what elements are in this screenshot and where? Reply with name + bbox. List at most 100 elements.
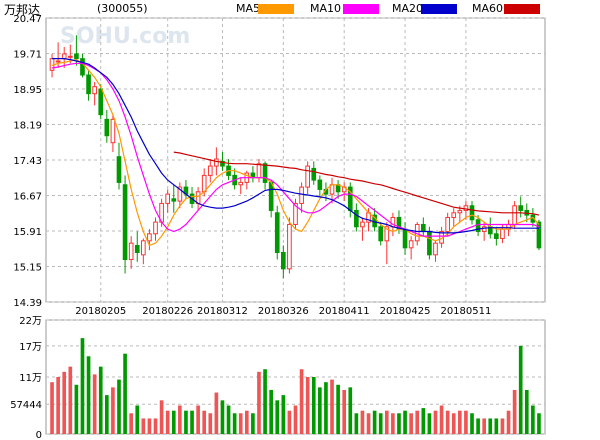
candle-body <box>317 179 323 190</box>
volume-tick-label: 57444 <box>10 400 42 411</box>
volume-bar <box>257 371 261 434</box>
candle-body <box>536 221 542 249</box>
candle-body <box>104 118 110 137</box>
price-tick-label: 15.15 <box>13 263 42 274</box>
volume-bar <box>421 408 426 434</box>
volume-bar <box>226 405 231 434</box>
candle-body <box>433 242 438 256</box>
volume-bar <box>196 405 200 434</box>
candle-body <box>378 226 384 242</box>
candle-body <box>408 240 414 249</box>
watermark: SOHU.com <box>60 24 190 49</box>
volume-bar <box>159 400 164 434</box>
volume-bar <box>427 413 432 434</box>
volume-bar <box>214 392 219 434</box>
candle-body <box>147 233 152 242</box>
candle-body <box>110 118 116 144</box>
price-tick-label: 19.71 <box>13 50 42 61</box>
candle-body <box>494 233 499 239</box>
volume-bar <box>190 410 194 434</box>
volume-bar <box>458 410 462 434</box>
volume-bar <box>439 405 444 434</box>
volume-bar <box>305 377 310 434</box>
candle-body <box>177 186 183 202</box>
candle-body <box>457 209 463 214</box>
candle-body <box>384 226 390 242</box>
volume-bar <box>74 384 79 434</box>
volume-bar <box>311 377 316 434</box>
candle-body <box>262 163 268 183</box>
volume-bar <box>98 366 103 434</box>
volume-bar <box>318 387 322 434</box>
candle-body <box>116 156 122 183</box>
candle-body <box>463 205 469 211</box>
legend-swatch-ma5 <box>258 4 294 14</box>
date-axis-labels: 20180205 20180226 20180312 20180326 20180411… <box>75 306 491 317</box>
volume-bar <box>354 413 359 434</box>
volume-bar <box>147 418 152 434</box>
volume-bar <box>202 410 207 434</box>
candle-body <box>256 163 262 179</box>
candle-body <box>274 212 280 253</box>
legend-label-ma10: MA10 <box>310 2 342 15</box>
volume-tick-label: 11万 <box>19 373 42 384</box>
volume-bar <box>123 353 127 434</box>
volume-bar <box>324 382 328 434</box>
volume-tick-label: 17万 <box>19 342 42 353</box>
volume-bar <box>293 405 298 434</box>
volume-bar <box>506 410 511 434</box>
volume-bar <box>518 345 523 434</box>
volume-bar <box>287 410 292 434</box>
volume-bar <box>445 410 450 434</box>
candle-body <box>311 167 317 181</box>
price-tick-label: 16.67 <box>13 192 42 203</box>
volume-bar <box>415 410 420 434</box>
volume-bar <box>220 400 225 434</box>
candle-body <box>500 228 505 239</box>
candle-body <box>305 165 310 188</box>
volume-bar <box>494 418 499 434</box>
candle-body <box>214 158 219 167</box>
legend-swatch-ma20 <box>421 4 457 14</box>
candle-body <box>55 60 61 63</box>
volume-grid <box>46 319 545 435</box>
stock-name: 万邦达 <box>4 3 41 17</box>
volume-bar <box>269 389 273 434</box>
volume-bar <box>348 387 353 434</box>
volume-bar <box>62 371 67 434</box>
volume-bar <box>68 366 73 434</box>
price-tick-label: 17.43 <box>13 156 42 167</box>
price-tick-label: 18.19 <box>13 121 42 132</box>
volume-bar <box>409 413 413 434</box>
volume-tick-label: 0 <box>36 430 42 440</box>
candle-body <box>165 193 171 204</box>
volume-bar <box>184 410 188 434</box>
volume-bar <box>470 413 474 434</box>
candle-body <box>80 58 85 76</box>
legend-label-ma60: MA60 <box>472 2 504 15</box>
volume-bar <box>336 384 340 434</box>
volume-bar <box>56 377 60 434</box>
candle-body <box>360 221 365 228</box>
line-ma20 <box>52 58 539 234</box>
candle-body <box>141 240 146 256</box>
moving-average-lines <box>51 58 540 247</box>
candle-body <box>402 228 408 249</box>
volume-bar <box>531 405 535 434</box>
candle-body <box>207 165 213 176</box>
date-tick-label: 20180425 <box>380 306 431 317</box>
line-ma60 <box>173 151 540 216</box>
price-axis-labels: 20.47 19.71 18.95 18.19 17.43 16.67 15.91 15.15… <box>13 14 42 309</box>
volume-series <box>50 338 541 434</box>
volume-bar <box>537 413 541 434</box>
date-tick-label: 20180326 <box>258 306 309 317</box>
volume-bar <box>366 413 371 434</box>
candle-body <box>128 242 134 260</box>
price-tick-label: 18.95 <box>13 85 42 96</box>
volume-axis-labels: 22万 17万 11万 57444 0 <box>10 316 42 440</box>
candle-body <box>220 160 225 167</box>
legend-swatch-ma60 <box>504 4 540 14</box>
volume-bar <box>451 413 456 434</box>
volume-bar <box>153 418 158 434</box>
volume-bar <box>244 410 249 434</box>
